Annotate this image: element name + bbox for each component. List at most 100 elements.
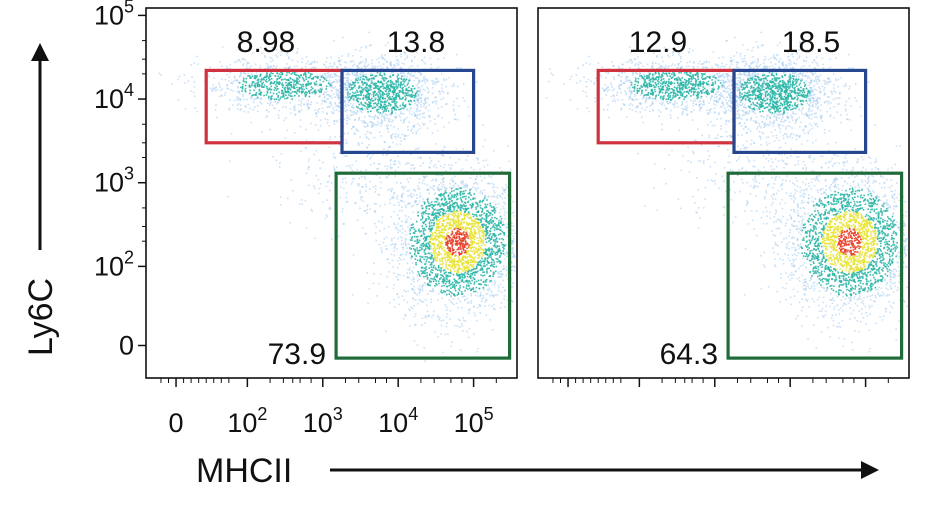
event-dot [486,267,489,270]
event-dot [289,88,292,90]
event-dot [418,102,420,104]
event-dot [432,314,435,316]
event-dot [456,264,458,267]
event-dot [462,248,465,250]
event-dot [406,162,408,164]
event-dot [447,235,450,237]
event-dot [381,216,384,218]
event-dot [346,114,349,117]
event-dot [393,272,395,274]
event-dot [451,199,453,202]
event-dot [354,94,357,97]
event-dot [453,196,455,199]
event-dot [490,196,493,198]
event-dot [431,204,434,206]
event-dot [359,108,361,111]
event-dot [379,90,381,93]
event-dot [505,183,507,186]
event-dot [437,225,439,227]
event-dot [293,73,296,75]
event-dot [284,67,287,69]
event-dot [242,72,245,74]
event-dot [446,103,448,105]
event-dot [448,293,451,295]
event-dot [377,100,380,103]
event-dot [427,283,429,285]
event-dot [448,289,450,292]
event-dot [371,126,373,128]
event-dot [365,45,367,48]
event-dot [403,74,406,77]
event-dot [439,263,442,265]
event-dot [491,258,493,260]
event-dot [289,102,292,104]
event-dot [481,191,484,194]
event-dot [405,93,407,95]
event-dot [370,94,373,96]
event-dot [436,255,439,257]
event-dot [493,283,496,286]
event-dot [498,256,501,258]
event-dot [419,127,422,130]
event-dot [411,279,413,281]
event-dot [257,110,259,113]
event-dot [453,324,456,327]
event-dot [395,227,397,230]
event-dot [483,274,486,276]
event-dot [362,122,365,124]
event-dot [405,87,408,90]
event-dot [414,49,416,51]
event-dot [466,247,468,250]
event-dot [485,293,487,296]
event-dot [270,72,272,74]
event-dot [399,86,402,89]
event-dot [291,189,294,192]
event-dot [184,82,186,84]
event-dot [475,218,477,220]
event-dot [376,104,379,107]
event-dot [389,301,391,304]
event-dot [490,279,492,282]
event-dot [380,247,382,249]
event-dot [481,210,483,212]
event-dot [475,232,478,235]
event-dot [335,109,338,111]
event-dot [301,66,303,69]
event-dot [446,306,448,309]
event-dot [392,74,394,77]
event-dot [461,273,464,276]
event-dot [428,220,431,223]
event-dot [249,75,252,78]
event-dot [432,269,434,272]
event-dot [277,82,280,84]
event-dot [449,253,451,255]
event-dot [425,105,428,108]
event-dot [338,63,341,66]
event-dot [330,86,332,88]
event-dot [434,248,437,250]
event-dot [357,87,360,90]
event-dot [472,333,475,335]
event-dot [425,218,428,220]
event-dot [474,236,476,239]
event-dot [458,205,460,208]
event-dot [449,167,452,169]
event-dot [416,247,418,249]
event-dot [369,87,371,90]
event-dot [470,166,472,169]
event-dot [462,148,465,150]
event-dot [449,263,451,266]
event-dot [285,84,288,86]
event-dot [486,278,488,281]
event-dot [412,298,415,301]
event-dot [446,233,448,235]
event-dot [460,306,463,309]
event-dot [496,245,499,247]
event-dot [493,229,496,231]
event-dot [402,102,404,104]
event-dot [381,108,384,110]
event-dot [472,271,474,274]
event-dot [474,261,477,264]
event-dot [503,306,506,308]
event-dot [448,240,450,242]
